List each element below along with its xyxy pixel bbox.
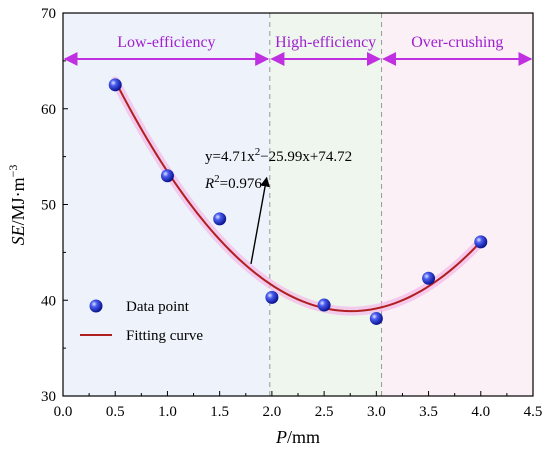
x-tick-label: 4.0 bbox=[471, 404, 490, 420]
x-axis-title: P/mm bbox=[275, 427, 320, 447]
x-tick-label: 1.5 bbox=[210, 404, 229, 420]
fitting-curve bbox=[114, 80, 482, 313]
data-point bbox=[265, 290, 279, 304]
y-tick-label: 40 bbox=[41, 293, 56, 309]
x-tick-label: 2.0 bbox=[263, 404, 282, 420]
region-low-efficiency bbox=[63, 13, 270, 396]
legend-data-point-label: Data point bbox=[126, 299, 190, 315]
x-tick-label: 3.5 bbox=[419, 404, 438, 420]
data-point bbox=[213, 212, 227, 226]
x-tick-label: 0.5 bbox=[106, 404, 125, 420]
data-points-layer bbox=[108, 78, 488, 325]
y-tick-label: 50 bbox=[41, 198, 56, 214]
x-tick-label: 2.5 bbox=[315, 404, 334, 420]
region-arrows: Low-efficiency High-efficiency Over-crushi… bbox=[63, 34, 533, 66]
region-dividers bbox=[269, 13, 383, 396]
region-label-over-crushing: Over-crushing bbox=[411, 34, 503, 51]
x-tick-label: 1.0 bbox=[158, 404, 177, 420]
equation-annotation: y=4.71x2−25.99x+74.72 R2=0.976 bbox=[204, 146, 352, 264]
x-axis-ticks: 0.0 0.5 1.0 1.5 2.0 2.5 3.0 3.5 4.0 4.5 bbox=[54, 391, 543, 420]
data-point bbox=[160, 169, 174, 183]
legend-data-point-marker bbox=[89, 299, 103, 313]
region-label-low-efficiency: Low-efficiency bbox=[117, 34, 215, 51]
fitting-curve-layer bbox=[110, 76, 486, 316]
legend-fitting-curve-label: Fitting curve bbox=[126, 328, 203, 344]
data-point bbox=[474, 235, 488, 249]
fit-r-squared: R2=0.976 bbox=[204, 173, 262, 192]
y-tick-label: 30 bbox=[41, 389, 56, 405]
data-point bbox=[317, 298, 331, 312]
x-tick-label: 3.0 bbox=[367, 404, 386, 420]
legend: Data point Fitting curve bbox=[80, 299, 203, 344]
y-tick-label: 60 bbox=[41, 102, 56, 118]
region-over-crushing bbox=[381, 13, 533, 396]
data-point bbox=[422, 271, 436, 285]
region-backgrounds bbox=[63, 13, 533, 396]
y-tick-label: 70 bbox=[41, 6, 56, 22]
data-point bbox=[108, 78, 122, 92]
data-point bbox=[369, 311, 383, 325]
annotation-arrow bbox=[250, 176, 270, 264]
x-tick-label: 4.5 bbox=[524, 404, 543, 420]
y-axis-ticks: 30 40 50 60 70 bbox=[41, 6, 68, 405]
region-high-efficiency bbox=[269, 13, 382, 396]
x-tick-label: 0.0 bbox=[54, 404, 73, 420]
fit-equation: y=4.71x2−25.99x+74.72 bbox=[205, 146, 352, 165]
region-label-high-efficiency: High-efficiency bbox=[275, 34, 376, 51]
y-axis-title: SE/MJ·m−3 bbox=[6, 165, 28, 246]
